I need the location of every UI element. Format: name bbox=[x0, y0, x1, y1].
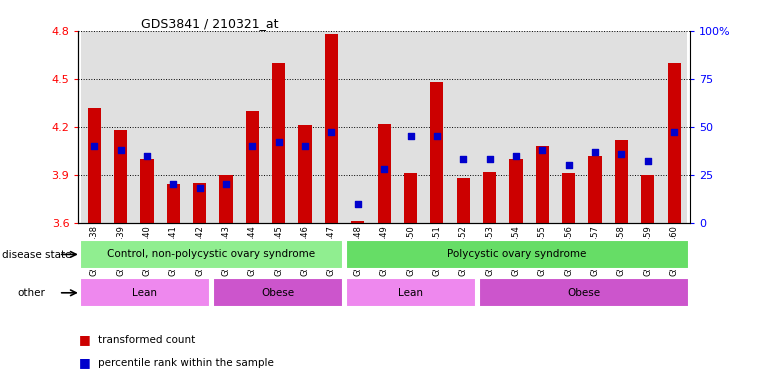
Point bbox=[405, 133, 417, 139]
Bar bbox=[634, 31, 661, 223]
Bar bbox=[371, 31, 397, 223]
Bar bbox=[615, 139, 628, 223]
Bar bbox=[346, 240, 688, 269]
Bar bbox=[430, 82, 444, 223]
Bar bbox=[450, 31, 477, 223]
Bar bbox=[556, 31, 582, 223]
Bar bbox=[503, 31, 529, 223]
Bar bbox=[160, 31, 187, 223]
Bar bbox=[589, 156, 601, 223]
Bar bbox=[325, 34, 338, 223]
Bar bbox=[483, 172, 496, 223]
Point bbox=[88, 143, 100, 149]
Text: Lean: Lean bbox=[132, 288, 158, 298]
Bar bbox=[140, 159, 154, 223]
Bar bbox=[212, 278, 343, 308]
Text: disease state: disease state bbox=[2, 250, 71, 260]
Point bbox=[167, 181, 180, 187]
Point bbox=[273, 139, 285, 145]
Point bbox=[589, 149, 601, 155]
Bar bbox=[351, 221, 365, 223]
Text: Polycystic ovary syndrome: Polycystic ovary syndrome bbox=[448, 249, 586, 260]
Point bbox=[483, 156, 495, 162]
Point bbox=[194, 185, 206, 191]
Bar bbox=[562, 173, 575, 223]
Text: ■: ■ bbox=[78, 356, 90, 369]
Text: Control, non-polycystic ovary syndrome: Control, non-polycystic ovary syndrome bbox=[107, 249, 315, 260]
Point bbox=[220, 181, 232, 187]
Bar bbox=[88, 108, 101, 223]
Point bbox=[562, 162, 575, 168]
Bar bbox=[641, 175, 655, 223]
Bar bbox=[477, 31, 503, 223]
Point bbox=[536, 147, 549, 153]
Point bbox=[668, 129, 681, 136]
Bar bbox=[266, 31, 292, 223]
Bar bbox=[245, 111, 259, 223]
Bar bbox=[478, 278, 688, 308]
Bar bbox=[114, 130, 127, 223]
Bar bbox=[397, 31, 423, 223]
Bar bbox=[318, 31, 345, 223]
Bar bbox=[346, 278, 476, 308]
Point bbox=[378, 166, 390, 172]
Point bbox=[299, 143, 311, 149]
Bar bbox=[167, 184, 180, 223]
Bar bbox=[582, 31, 608, 223]
Bar bbox=[661, 31, 688, 223]
Bar bbox=[193, 183, 206, 223]
Text: other: other bbox=[17, 288, 45, 298]
Text: percentile rank within the sample: percentile rank within the sample bbox=[98, 358, 274, 368]
Bar bbox=[608, 31, 634, 223]
Point bbox=[325, 129, 338, 136]
Bar bbox=[299, 125, 312, 223]
Point bbox=[457, 156, 470, 162]
Bar bbox=[212, 31, 239, 223]
Bar bbox=[80, 240, 343, 269]
Bar bbox=[272, 63, 285, 223]
Bar bbox=[292, 31, 318, 223]
Bar bbox=[107, 31, 134, 223]
Bar bbox=[378, 124, 390, 223]
Point bbox=[246, 143, 259, 149]
Text: Lean: Lean bbox=[398, 288, 423, 298]
Bar bbox=[134, 31, 160, 223]
Point bbox=[351, 200, 364, 207]
Bar bbox=[239, 31, 266, 223]
Bar bbox=[404, 173, 417, 223]
Text: GDS3841 / 210321_at: GDS3841 / 210321_at bbox=[141, 17, 278, 30]
Bar bbox=[423, 31, 450, 223]
Point bbox=[615, 151, 628, 157]
Point bbox=[140, 152, 153, 159]
Text: Obese: Obese bbox=[261, 288, 294, 298]
Bar bbox=[535, 146, 549, 223]
Bar bbox=[81, 31, 107, 223]
Bar bbox=[529, 31, 556, 223]
Text: ■: ■ bbox=[78, 333, 90, 346]
Bar bbox=[187, 31, 212, 223]
Bar bbox=[345, 31, 371, 223]
Text: transformed count: transformed count bbox=[98, 335, 195, 345]
Bar bbox=[80, 278, 210, 308]
Point bbox=[430, 133, 443, 139]
Text: Obese: Obese bbox=[567, 288, 600, 298]
Bar bbox=[456, 178, 470, 223]
Point bbox=[510, 152, 522, 159]
Bar bbox=[510, 159, 523, 223]
Bar bbox=[667, 63, 681, 223]
Bar bbox=[220, 175, 233, 223]
Point bbox=[114, 147, 127, 153]
Point bbox=[641, 158, 654, 164]
